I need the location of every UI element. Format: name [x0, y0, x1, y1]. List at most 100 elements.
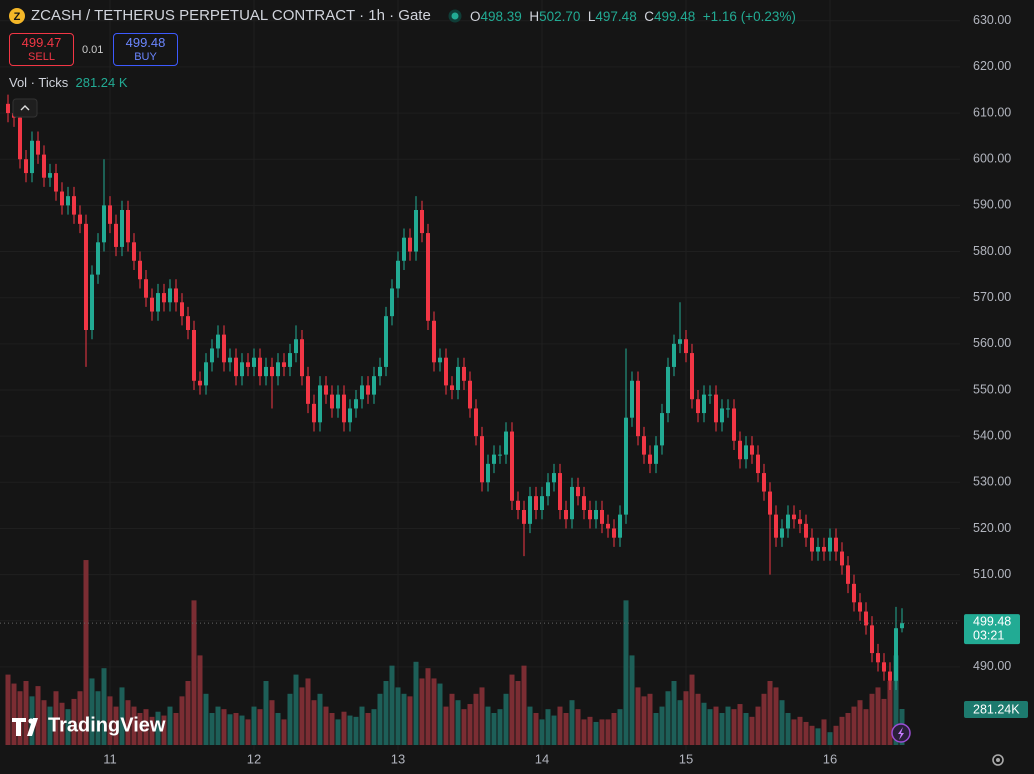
- x-tick-label: 14: [535, 751, 549, 766]
- volume-bar: [125, 700, 131, 745]
- volume-bar: [539, 719, 545, 745]
- volume-bar: [419, 678, 425, 745]
- candle-body: [900, 623, 904, 629]
- volume-bar: [101, 668, 107, 745]
- candle-body: [768, 491, 772, 515]
- volume-bar: [671, 681, 677, 745]
- candle-body: [558, 473, 562, 510]
- low-label: L: [587, 9, 596, 24]
- volume-bar: [767, 681, 773, 745]
- open-value: 498.39: [480, 9, 522, 24]
- candle-body: [450, 385, 454, 390]
- buy-price: 499.48: [125, 35, 166, 50]
- candle-body: [624, 417, 628, 515]
- volume-bar: [713, 706, 719, 745]
- volume-bar: [689, 674, 695, 745]
- last-price-box: [964, 614, 1020, 645]
- candle-body: [438, 357, 442, 363]
- candle-body: [312, 403, 316, 423]
- candle-body: [582, 496, 586, 510]
- settings-button[interactable]: [992, 754, 1004, 766]
- candle-body: [774, 514, 778, 538]
- candle-body: [342, 394, 346, 423]
- candle-body: [396, 260, 400, 289]
- candle-body: [756, 454, 760, 474]
- volume-bar: [851, 706, 857, 745]
- volume-bar: [323, 706, 329, 745]
- volume-bar: [431, 678, 437, 745]
- candle-body: [870, 625, 874, 654]
- candle-body: [372, 376, 376, 395]
- candle-body: [24, 159, 28, 174]
- volume-bar: [353, 716, 359, 745]
- candle-body: [306, 376, 310, 404]
- volume-bar: [59, 702, 65, 745]
- collapse-button[interactable]: [12, 98, 38, 118]
- volume-bar: [371, 709, 377, 745]
- candle-body: [162, 293, 166, 303]
- buy-button[interactable]: 499.48 BUY: [113, 33, 178, 66]
- y-tick-label: 560.00: [973, 336, 1011, 350]
- volume-bar: [305, 678, 311, 745]
- candle-body: [90, 274, 94, 330]
- candle-body: [156, 293, 160, 312]
- volume-bar: [797, 716, 803, 745]
- candle-body: [630, 380, 634, 418]
- candle-body: [852, 583, 856, 603]
- candle-body: [324, 385, 328, 395]
- candle-body: [234, 357, 238, 377]
- candle-body: [684, 339, 688, 354]
- volume-bar: [161, 715, 167, 745]
- volume-bar: [461, 709, 467, 745]
- coin-icon: [9, 8, 25, 24]
- candle-body: [270, 366, 274, 377]
- candle-body: [708, 394, 712, 396]
- volume-bar: [341, 711, 347, 745]
- volume-bar: [449, 693, 455, 745]
- volume-bar: [581, 719, 587, 745]
- candle-body: [672, 343, 676, 367]
- volume-bar: [269, 700, 275, 745]
- volume-bar: [731, 709, 737, 745]
- volume-bar: [167, 706, 173, 745]
- candle-body: [348, 408, 352, 423]
- candle-body: [780, 528, 784, 538]
- volume-bar: [65, 709, 71, 745]
- volume-bar: [665, 691, 671, 745]
- volume-bar: [737, 704, 743, 745]
- candle-body: [792, 514, 796, 520]
- volume-bar: [95, 691, 101, 745]
- sell-price: 499.47: [21, 35, 62, 50]
- volume-bar: [359, 706, 365, 745]
- candle-body: [78, 214, 82, 224]
- volume-bar: [653, 713, 659, 745]
- candle-body: [504, 431, 508, 455]
- sell-button[interactable]: 499.47 SELL: [9, 33, 74, 66]
- volume-bar: [455, 700, 461, 745]
- candle-body: [426, 233, 430, 321]
- volume-bar: [617, 709, 623, 745]
- candle-body: [678, 339, 682, 344]
- volume-bar: [701, 702, 707, 745]
- volume-bar: [869, 693, 875, 745]
- candle-body: [132, 242, 136, 261]
- volume-bar: [443, 706, 449, 745]
- candle-body: [666, 366, 670, 414]
- candle-body: [726, 408, 730, 410]
- candle-body: [588, 510, 592, 520]
- volume-bar: [467, 704, 473, 745]
- candle-body: [888, 671, 892, 681]
- volume-bar: [395, 687, 401, 745]
- candle-body: [204, 362, 208, 386]
- candle-body: [126, 210, 130, 243]
- volume-bar: [407, 696, 413, 745]
- volume-bar: [629, 655, 635, 745]
- volume-bar: [809, 725, 815, 745]
- volume-bar: [491, 713, 497, 745]
- volume-bar: [11, 683, 17, 745]
- candle-body: [864, 611, 868, 626]
- volume-bar: [425, 668, 431, 745]
